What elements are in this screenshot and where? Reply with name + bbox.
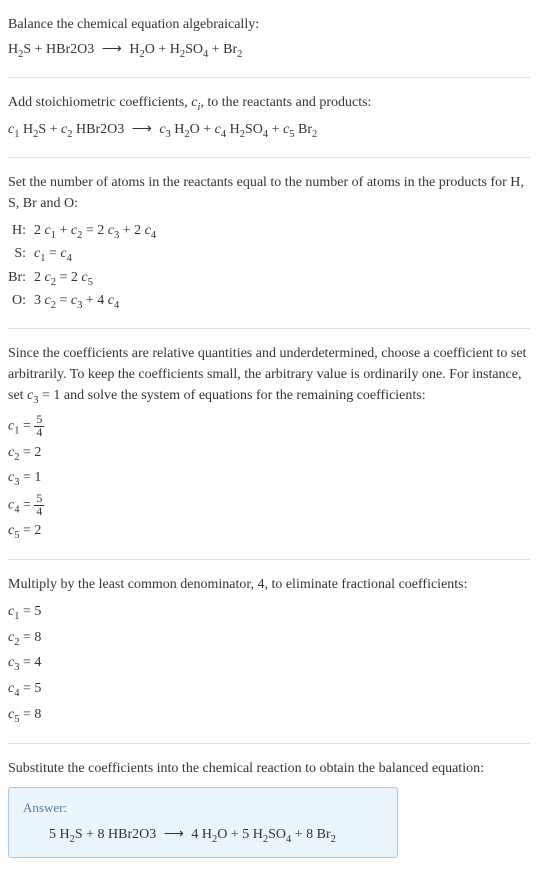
coefficient-equation: c1 H2S + c2 HBr2O3 ⟶ c3 H2O + c4 H2SO4 +… (8, 119, 530, 143)
section-atom-balance: Set the number of atoms in the reactants… (8, 162, 530, 324)
coefficient-solution-list: c1 = 54 c2 = 2 c3 = 1 c4 = 54 c5 = 2 (8, 414, 530, 543)
lhs-h2s: H2S + HBr2O3 (8, 42, 94, 57)
divider (8, 157, 530, 158)
atom-row-o: O: 3 c2 = c3 + 4 c4 (8, 290, 530, 314)
atom-row-s: S: c1 = c4 (8, 243, 530, 267)
arrow-icon: ⟶ (160, 824, 188, 845)
atom-balance-table: H: 2 c1 + c2 = 2 c3 + 2 c4 S: c1 = c4 Br… (8, 220, 530, 314)
rhs: H2O + H2SO4 + Br2 (129, 42, 242, 57)
answer-label: Answer: (23, 798, 383, 818)
coeff-row: c3 = 4 (8, 652, 530, 676)
unbalanced-equation: H2S + HBr2O3 ⟶ H2O + H2SO4 + Br2 (8, 39, 530, 63)
coeff-row: c4 = 54 (8, 493, 530, 518)
coeff-row: c3 = 1 (8, 467, 530, 491)
coeff-row: c2 = 8 (8, 627, 530, 651)
divider (8, 743, 530, 744)
intro-text: Balance the chemical equation algebraica… (8, 14, 530, 35)
intro-text: Substitute the coefficients into the che… (8, 758, 530, 779)
section-add-coefficients: Add stoichiometric coefficients, ci, to … (8, 82, 530, 153)
section-answer: Substitute the coefficients into the che… (8, 748, 530, 868)
divider (8, 77, 530, 78)
divider (8, 559, 530, 560)
arrow-icon: ⟶ (98, 39, 126, 60)
fraction: 54 (34, 414, 44, 439)
atom-row-h: H: 2 c1 + c2 = 2 c3 + 2 c4 (8, 220, 530, 244)
balanced-equation: 5 H2S + 8 HBr2O3 ⟶ 4 H2O + 5 H2SO4 + 8 B… (23, 824, 383, 848)
intro-text: Add stoichiometric coefficients, ci, to … (8, 92, 530, 116)
section-balance-intro: Balance the chemical equation algebraica… (8, 4, 530, 73)
integer-coefficient-list: c1 = 5 c2 = 8 c3 = 4 c4 = 5 c5 = 8 (8, 601, 530, 727)
answer-box: Answer: 5 H2S + 8 HBr2O3 ⟶ 4 H2O + 5 H2S… (8, 787, 398, 858)
intro-text: Multiply by the least common denominator… (8, 574, 530, 595)
arrow-icon: ⟶ (128, 119, 156, 140)
coeff-row: c5 = 2 (8, 520, 530, 544)
coeff-row: c2 = 2 (8, 442, 530, 466)
section-solve: Since the coefficients are relative quan… (8, 333, 530, 556)
intro-text: Set the number of atoms in the reactants… (8, 172, 530, 214)
fraction: 54 (34, 493, 44, 518)
coeff-row: c4 = 5 (8, 678, 530, 702)
intro-text: Since the coefficients are relative quan… (8, 343, 530, 409)
section-multiply: Multiply by the least common denominator… (8, 564, 530, 739)
coeff-row: c1 = 54 (8, 414, 530, 439)
divider (8, 328, 530, 329)
atom-row-br: Br: 2 c2 = 2 c5 (8, 267, 530, 291)
coeff-row: c1 = 5 (8, 601, 530, 625)
coeff-row: c5 = 8 (8, 704, 530, 728)
